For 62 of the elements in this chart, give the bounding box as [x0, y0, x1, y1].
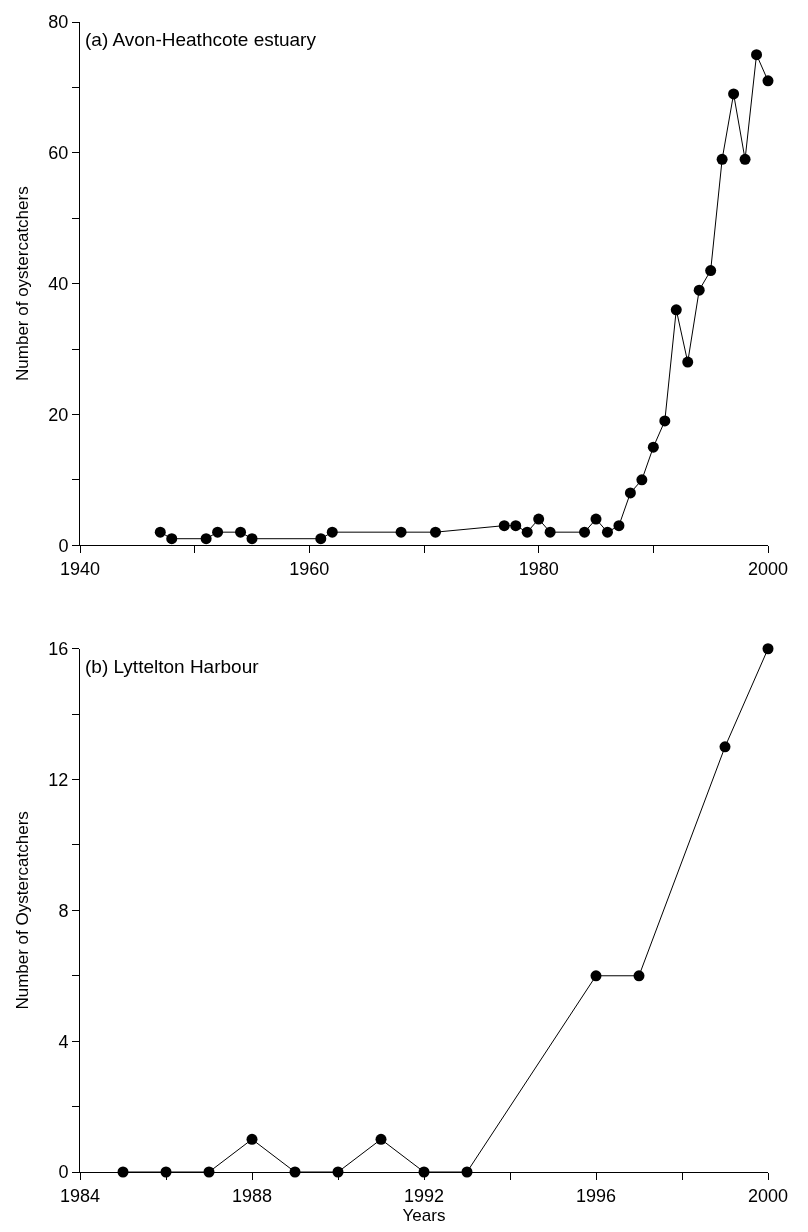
point	[429, 526, 441, 538]
point	[212, 526, 224, 538]
point	[315, 533, 327, 545]
x-tick-label: 1940	[59, 558, 101, 579]
point	[659, 415, 671, 427]
point	[533, 513, 545, 525]
point	[716, 153, 728, 165]
point	[613, 520, 625, 532]
y-axis-title: Number of oystercatchers	[12, 186, 32, 381]
y-tick-label: 60	[48, 143, 69, 164]
x-tick-label: 1988	[231, 1185, 273, 1206]
y-tick-label: 0	[58, 535, 69, 556]
point	[624, 487, 636, 499]
point	[510, 520, 522, 532]
point	[762, 75, 774, 87]
point	[579, 526, 591, 538]
point	[682, 356, 694, 368]
point	[670, 304, 682, 316]
point	[246, 1133, 258, 1145]
point	[200, 533, 212, 545]
point	[375, 1133, 387, 1145]
point	[521, 526, 533, 538]
point	[166, 533, 178, 545]
x-tick-label: 2000	[747, 1185, 789, 1206]
x-axis-title: Years	[402, 1205, 446, 1225]
point	[590, 513, 602, 525]
y-tick-label: 40	[48, 273, 69, 294]
chart-title: (b) Lyttelton Harbour	[85, 656, 260, 677]
point	[246, 533, 258, 545]
point	[751, 49, 763, 61]
x-tick-label: 1980	[518, 558, 559, 579]
point	[719, 741, 731, 753]
y-tick-label: 0	[58, 1162, 69, 1183]
chart-title: (a) Avon-Heathcote estuary	[85, 29, 317, 50]
point	[693, 284, 705, 296]
y-tick-label: 4	[58, 1031, 69, 1052]
y-axis-title: Number of Oystercatchers	[12, 811, 32, 1010]
x-tick-label: 1996	[575, 1185, 617, 1206]
point	[633, 970, 645, 982]
x-tick-label: 1992	[403, 1185, 445, 1206]
point	[762, 643, 774, 655]
x-tick-label: 1960	[289, 558, 330, 579]
point	[705, 265, 717, 277]
point	[395, 526, 407, 538]
y-tick-label: 20	[48, 404, 69, 425]
x-tick-label: 2000	[747, 558, 789, 579]
point	[739, 153, 751, 165]
y-tick-label: 8	[58, 900, 69, 921]
point	[636, 474, 648, 486]
y-tick-label: 12	[48, 769, 69, 790]
point	[498, 520, 510, 532]
point	[235, 526, 247, 538]
x-tick-label: 1984	[59, 1185, 101, 1206]
point	[154, 526, 166, 538]
point	[728, 88, 740, 100]
y-tick-label: 80	[48, 12, 69, 33]
point	[326, 526, 338, 538]
point	[647, 441, 659, 453]
point	[544, 526, 556, 538]
point	[601, 526, 613, 538]
y-tick-label: 16	[48, 639, 69, 660]
point	[590, 970, 602, 982]
